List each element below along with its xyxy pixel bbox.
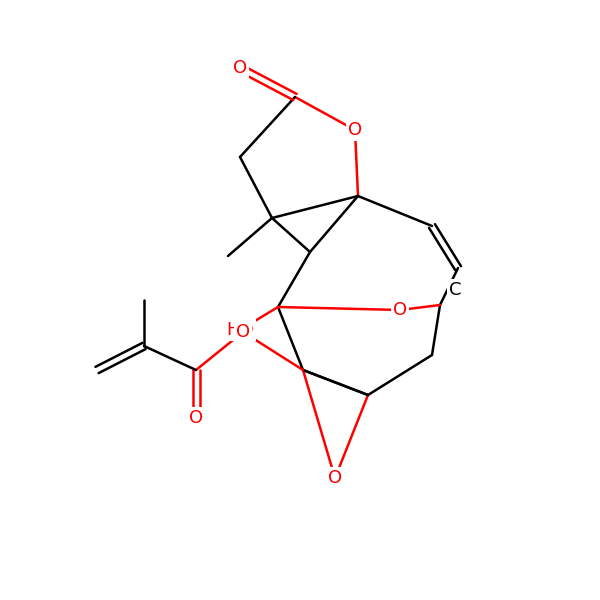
Text: O: O: [236, 323, 250, 341]
Text: O: O: [348, 121, 362, 139]
Text: HO: HO: [226, 321, 254, 339]
Text: O: O: [233, 59, 247, 77]
Text: O: O: [393, 301, 407, 319]
Text: O: O: [328, 469, 342, 487]
Text: O: O: [189, 409, 203, 427]
Text: C: C: [449, 281, 461, 299]
